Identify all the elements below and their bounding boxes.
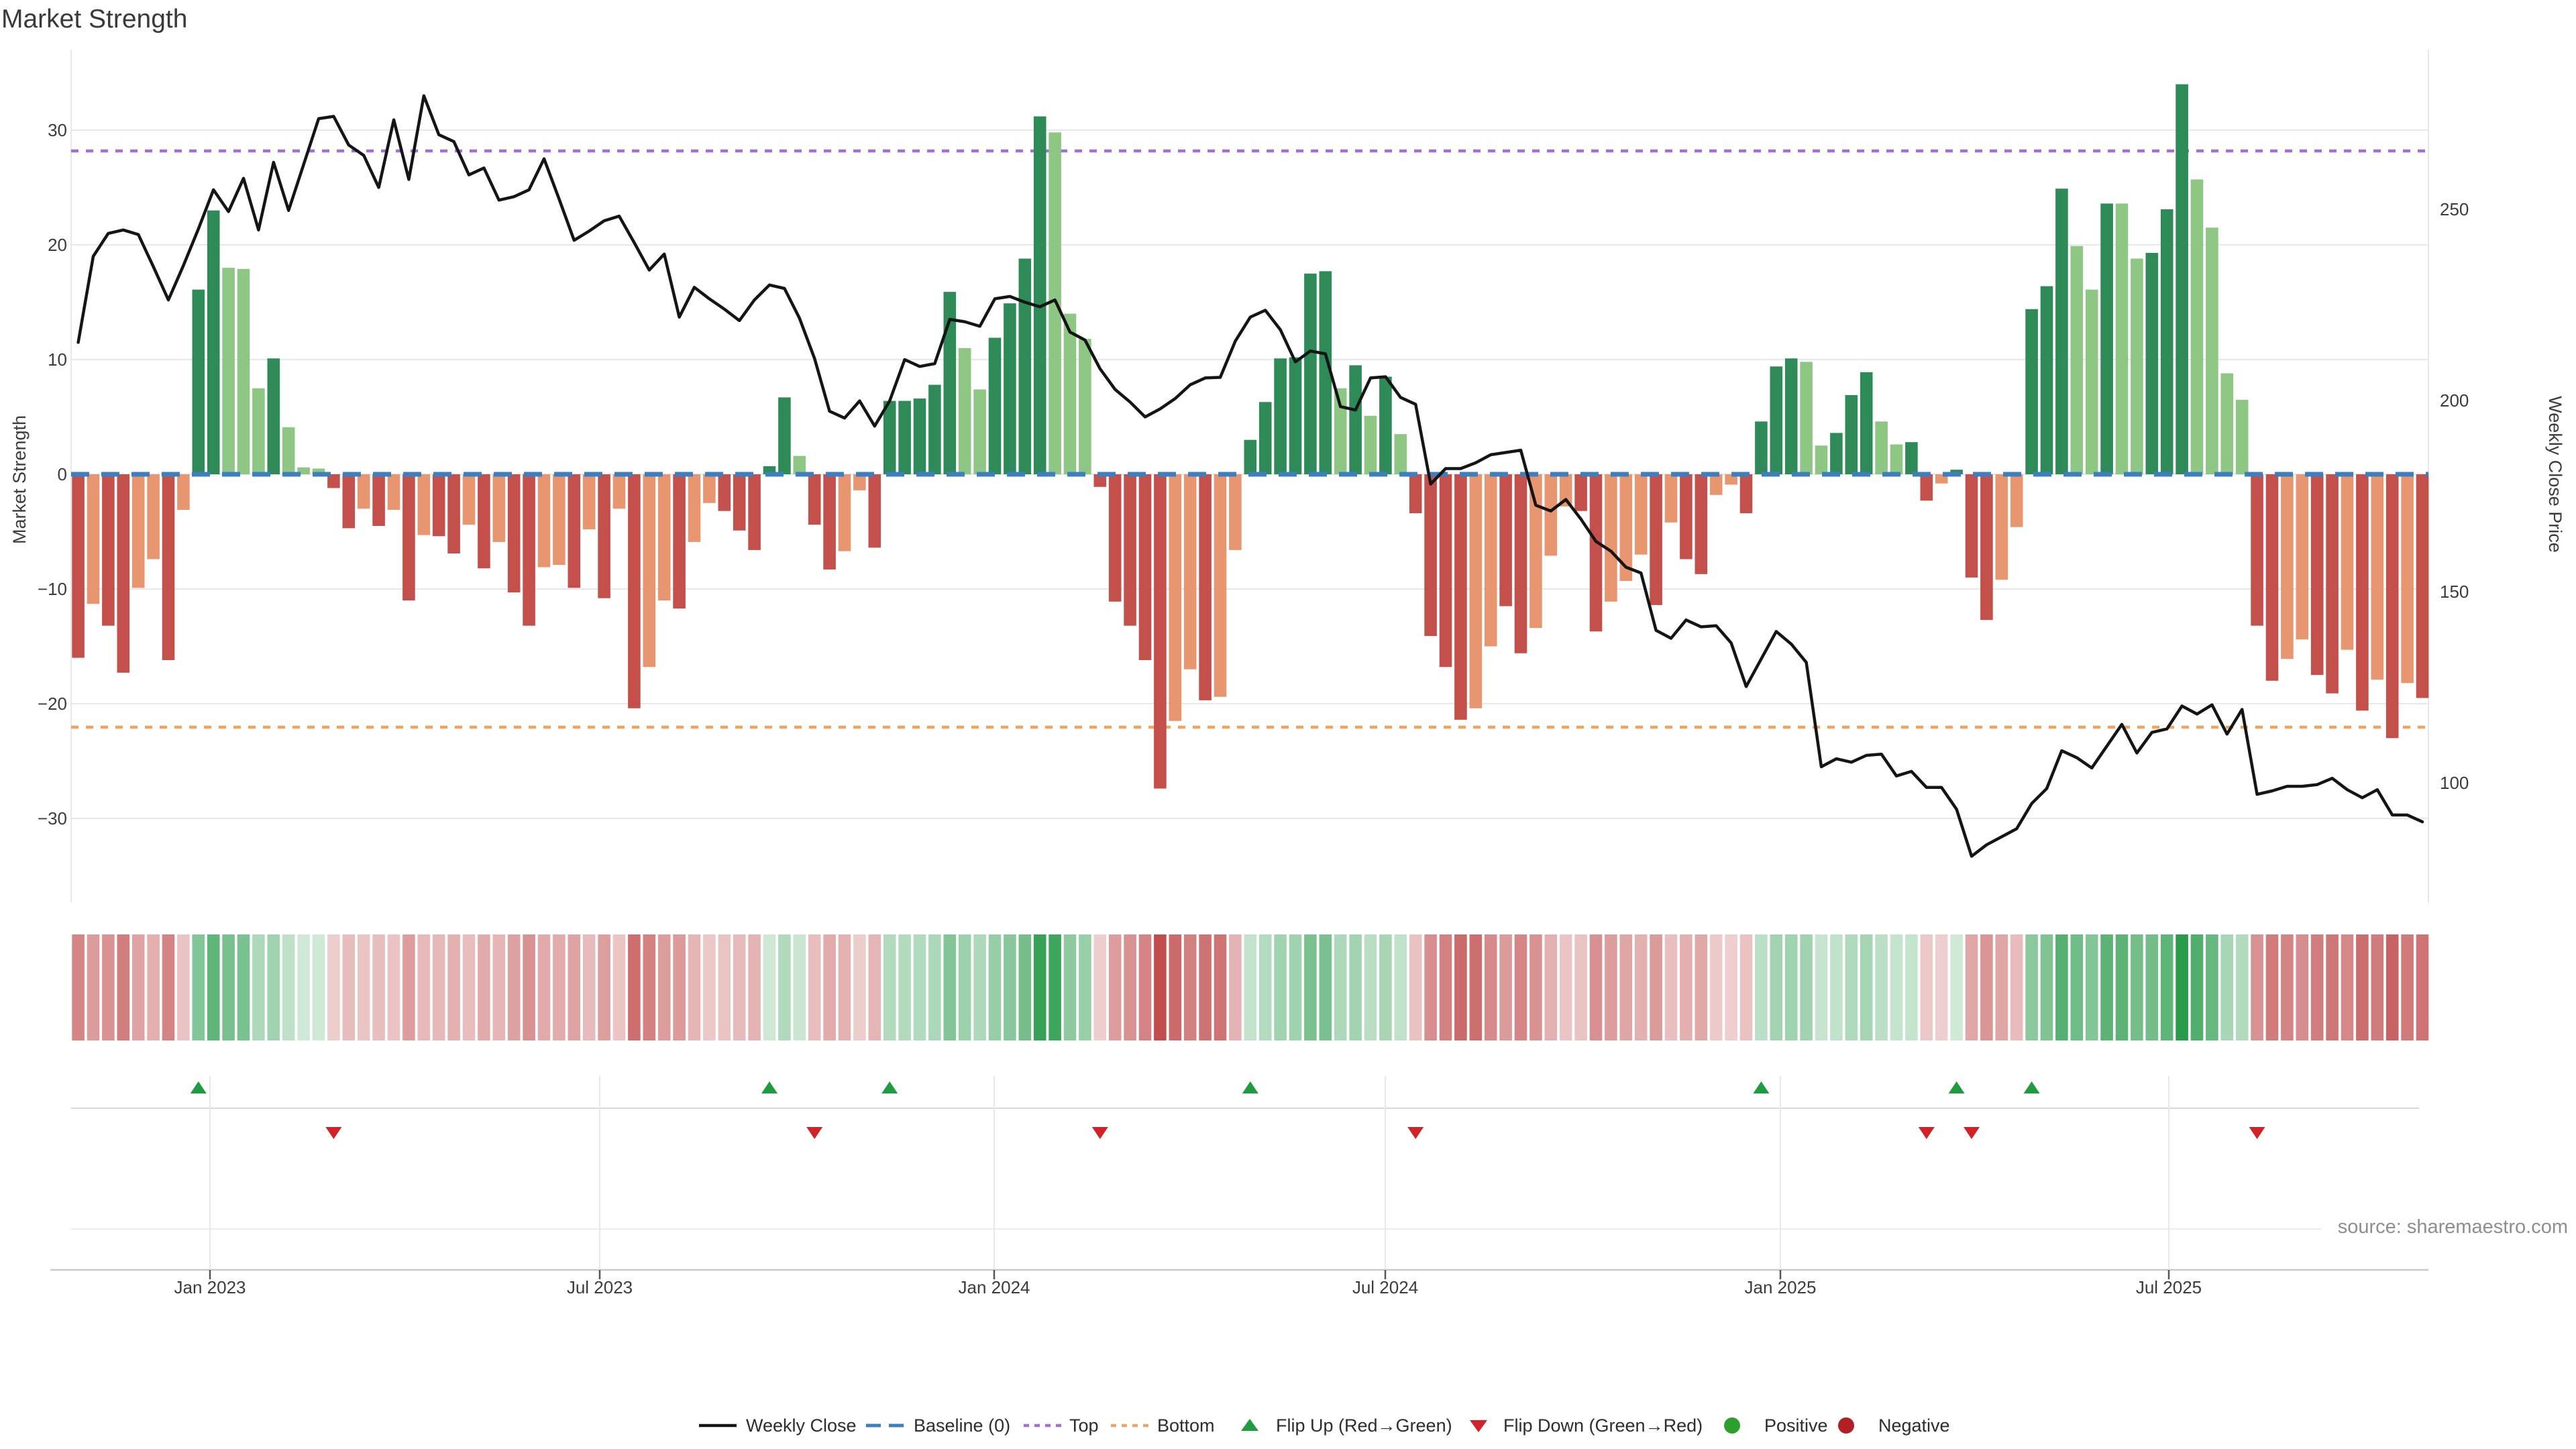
svg-text:−20: −20 — [38, 694, 67, 714]
svg-text:10: 10 — [48, 350, 67, 370]
svg-text:Flip Up (Red→Green): Flip Up (Red→Green) — [1276, 1415, 1452, 1436]
svg-text:Weekly Close: Weekly Close — [746, 1415, 857, 1436]
svg-text:200: 200 — [2440, 390, 2469, 411]
svg-text:Jul 2024: Jul 2024 — [1352, 1277, 1418, 1297]
svg-text:250: 250 — [2440, 199, 2469, 219]
svg-text:Market Strength: Market Strength — [1, 5, 187, 34]
svg-text:−30: −30 — [38, 808, 67, 828]
svg-text:100: 100 — [2440, 773, 2469, 793]
svg-text:0: 0 — [58, 464, 67, 484]
svg-text:Positive: Positive — [1764, 1415, 1828, 1436]
svg-text:Bottom: Bottom — [1157, 1415, 1215, 1436]
svg-text:Jul 2025: Jul 2025 — [2136, 1277, 2202, 1297]
svg-text:Jan 2023: Jan 2023 — [174, 1277, 246, 1297]
svg-text:Negative: Negative — [1878, 1415, 1950, 1436]
svg-text:150: 150 — [2440, 582, 2469, 602]
svg-text:20: 20 — [48, 235, 67, 255]
svg-text:Jan 2024: Jan 2024 — [959, 1277, 1030, 1297]
svg-text:Jul 2023: Jul 2023 — [567, 1277, 633, 1297]
svg-text:Weekly Close Price: Weekly Close Price — [2545, 396, 2565, 553]
svg-text:source: sharemaestro.com: source: sharemaestro.com — [2338, 1216, 2568, 1238]
svg-text:Jan 2025: Jan 2025 — [1745, 1277, 1817, 1297]
svg-text:30: 30 — [48, 120, 67, 140]
svg-text:Market Strength: Market Strength — [9, 415, 30, 544]
svg-text:Top: Top — [1069, 1415, 1099, 1436]
svg-text:−10: −10 — [38, 579, 67, 599]
svg-text:Baseline (0): Baseline (0) — [914, 1415, 1010, 1436]
svg-text:Flip Down (Green→Red): Flip Down (Green→Red) — [1503, 1415, 1703, 1436]
